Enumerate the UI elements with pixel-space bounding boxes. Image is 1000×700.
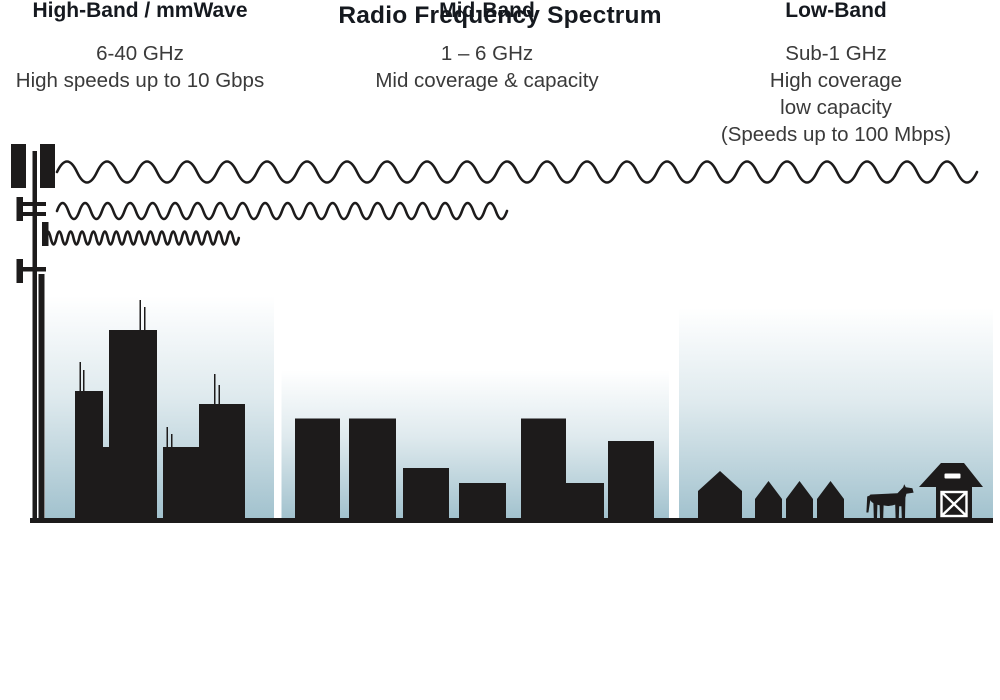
skyscraper — [163, 447, 199, 518]
cow-tail — [866, 495, 871, 513]
ground-baseline — [30, 518, 993, 523]
band-description-mid: Mid coverage & capacity — [375, 69, 599, 92]
rooftop-antenna — [166, 427, 168, 448]
skyscraper — [103, 447, 110, 518]
house-icon — [817, 481, 844, 518]
band-label-low: Low-Band Sub-1 GHz High coverage low cap… — [696, 0, 976, 148]
house-icon — [698, 471, 742, 518]
band-heading-low: Low-Band — [785, 0, 887, 22]
house-icon — [755, 481, 782, 518]
diagram-title: Radio Frequency Spectrum — [338, 2, 662, 29]
tower-crossbar — [17, 202, 46, 206]
midrise-building — [459, 483, 506, 518]
cow-body — [869, 484, 914, 518]
midrise-building — [608, 441, 654, 518]
cow-icon — [866, 484, 914, 518]
barn-icon — [919, 463, 983, 518]
antenna-panel-left — [11, 144, 26, 188]
tower-pole — [38, 274, 45, 518]
midrise-building — [295, 418, 340, 518]
antenna-panel-small — [16, 197, 23, 221]
midrise-building — [349, 418, 396, 518]
midrise-building — [566, 483, 604, 518]
rooftop-antenna — [171, 434, 173, 448]
midrise-building — [521, 418, 566, 518]
band-description-low: (Speeds up to 100 Mbps) — [720, 123, 952, 146]
skyscraper — [75, 391, 103, 518]
rural-scene — [698, 463, 983, 518]
rooftop-antenna — [214, 374, 216, 405]
midrise-building — [403, 468, 449, 518]
band-label-high: High-Band / mmWave 6-40 GHz High speeds … — [0, 0, 280, 94]
tower-mast — [32, 151, 37, 518]
city-skyline-icon — [75, 300, 245, 518]
antenna-panel-small — [16, 259, 23, 283]
band-description-high: High speeds up to 10 Gbps — [15, 69, 265, 92]
wave-mid-frequency-icon — [55, 201, 509, 221]
band-frequency-mid: 1 – 6 GHz — [440, 42, 534, 65]
midrise-buildings-icon — [295, 418, 654, 518]
wave-high-frequency-icon — [43, 230, 241, 246]
rooftop-antenna — [139, 300, 141, 331]
band-label-mid: Mid-Band 1 – 6 GHz Mid coverage & capaci… — [347, 0, 627, 94]
radio-waves — [43, 160, 979, 246]
band-description-low: High coverage — [769, 69, 903, 92]
rooftop-antenna — [218, 385, 220, 405]
rooftop-antenna — [144, 307, 146, 331]
barn-door-crossbuck — [940, 491, 968, 517]
rooftop-antenna — [79, 362, 81, 392]
band-frequency-high: 6-40 GHz — [96, 42, 184, 65]
band-heading-high: High-Band / mmWave — [32, 0, 248, 22]
band-description-low: low capacity — [780, 96, 892, 119]
band-frequency-low: Sub-1 GHz — [785, 42, 887, 65]
tower-crossbar — [17, 212, 46, 216]
barn-loft-vent — [944, 473, 961, 479]
tower-crossbar — [17, 267, 46, 272]
house-icon — [786, 481, 813, 518]
band-heading-mid: Mid-Band — [439, 0, 535, 22]
rooftop-antenna — [83, 370, 85, 392]
antenna-panel-right — [40, 144, 55, 188]
skyscraper — [199, 404, 245, 518]
wave-low-frequency-icon — [55, 160, 979, 184]
skyscraper-tall — [109, 330, 157, 518]
